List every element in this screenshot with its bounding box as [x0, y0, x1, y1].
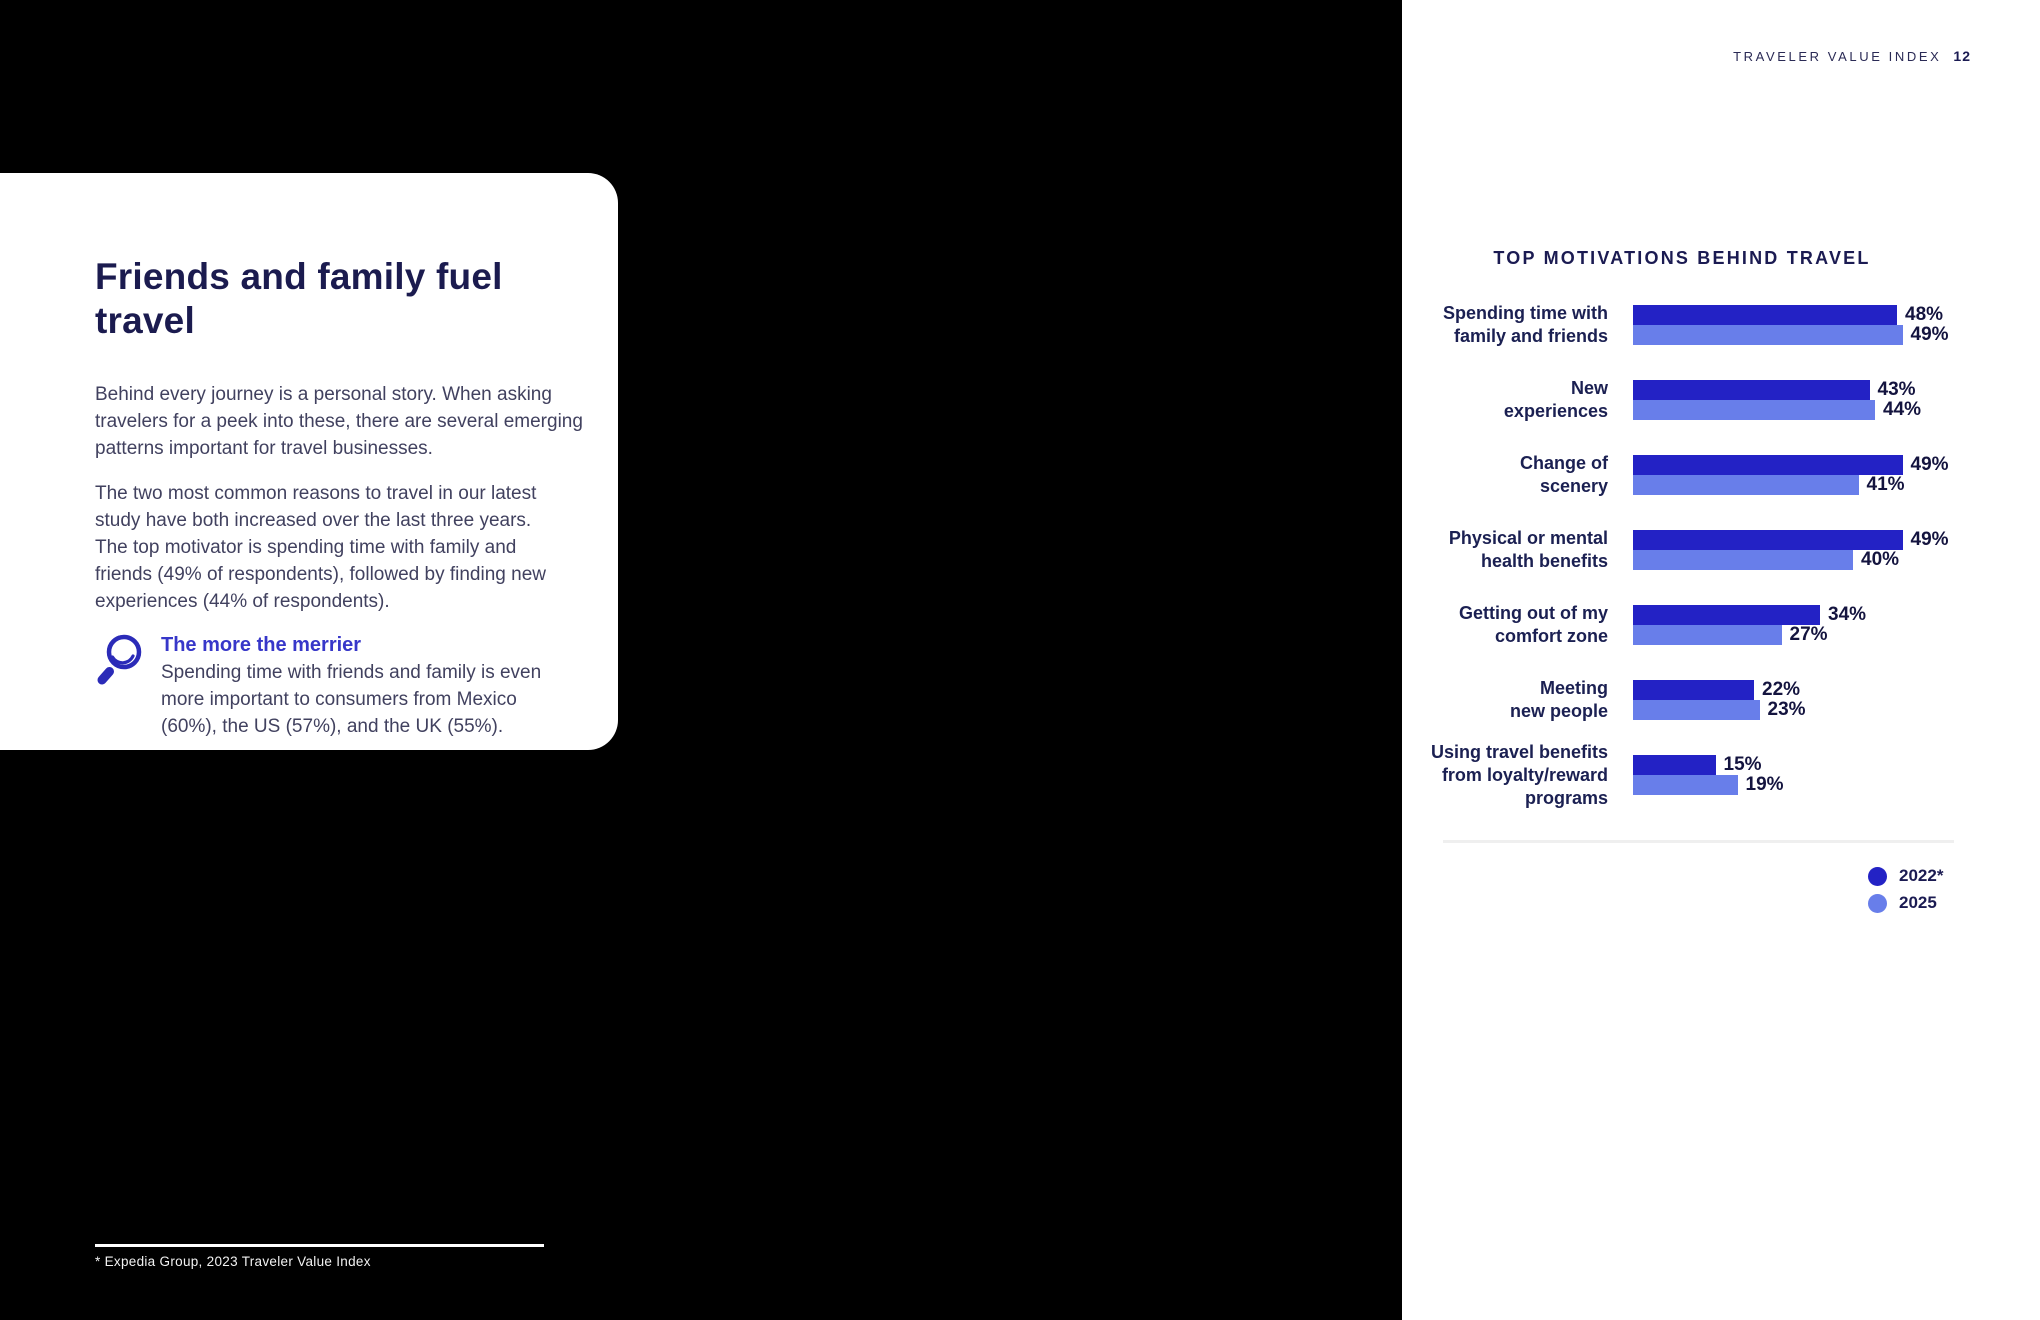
footnote-block: * Expedia Group, 2023 Traveler Value Ind…: [95, 1244, 544, 1269]
category-label: Using travel benefits from loyalty/rewar…: [1430, 741, 1608, 808]
legend-label: 2022*: [1899, 866, 1944, 885]
chart-row: New experiences 43% 44%: [1402, 378, 1962, 421]
bar-2022: [1633, 755, 1716, 775]
category-label: Getting out of my comfort zone: [1459, 603, 1608, 646]
value-label: 49%: [1910, 324, 1949, 345]
bar-2022: [1633, 305, 1897, 325]
category-label: Physical or mental health benefits: [1448, 528, 1608, 571]
bar-2022: [1633, 680, 1754, 700]
bar-2022: [1633, 455, 1903, 475]
bar-line: 49%: [1633, 454, 1949, 475]
header-title: TRAVELER VALUE INDEX: [1733, 49, 1942, 64]
value-label: 49%: [1910, 529, 1949, 550]
bar-line: 27%: [1633, 624, 1866, 645]
value-label: 44%: [1883, 399, 1922, 420]
bar-line: 49%: [1633, 529, 1949, 550]
bar-pair: 49% 41%: [1633, 454, 1949, 495]
value-label: 40%: [1861, 549, 1900, 570]
bar-line: 49%: [1633, 324, 1949, 345]
legend-item: 2025: [1868, 893, 1943, 913]
category-label: New experiences: [1503, 378, 1608, 421]
bar-line: 34%: [1633, 604, 1867, 625]
chart-row: Using travel benefits from loyalty/rewar…: [1402, 742, 1962, 808]
bar-line: 40%: [1633, 549, 1949, 570]
intro-card: Friends and family fuel travel Behind ev…: [0, 173, 618, 750]
bar-pair: 49% 40%: [1633, 529, 1949, 570]
legend-dot-icon: [1868, 866, 1887, 886]
right-panel: TRAVELER VALUE INDEX 12 TOP MOTIVATIONS …: [1402, 0, 2040, 1320]
legend-label: 2025: [1899, 893, 1937, 912]
bar-line: 44%: [1633, 399, 1922, 420]
bar-2022: [1633, 530, 1903, 550]
card-title: Friends and family fuel travel: [95, 256, 503, 341]
bar-2025: [1633, 625, 1782, 645]
bar-2025: [1633, 700, 1760, 720]
value-label: 27%: [1789, 624, 1828, 645]
bar-line: 48%: [1633, 304, 1949, 325]
bar-line: 41%: [1633, 474, 1949, 495]
bar-line: 15%: [1633, 754, 1784, 775]
bar-line: 19%: [1633, 774, 1784, 795]
callout-body: The more the merrier Spending time with …: [161, 632, 541, 740]
bar-pair: 22% 23%: [1633, 679, 1806, 720]
bar-2022: [1633, 380, 1870, 400]
category-label: Meeting new people: [1509, 678, 1608, 721]
value-label: 41%: [1866, 474, 1905, 495]
callout: The more the merrier Spending time with …: [95, 632, 598, 740]
bar-line: 43%: [1633, 379, 1921, 400]
bar-2025: [1633, 775, 1738, 795]
value-label: 23%: [1767, 699, 1806, 720]
legend-item: 2022*: [1868, 866, 1943, 886]
chart-divider: [1443, 840, 1954, 843]
callout-text: Spending time with friends and family is…: [161, 662, 542, 737]
value-label: 49%: [1910, 454, 1949, 475]
motivations-chart: TOP MOTIVATIONS BEHIND TRAVEL Spending t…: [1402, 0, 1962, 1000]
chart-row: Change of scenery 49% 41%: [1402, 453, 1962, 496]
chart-row: Meeting new people 22% 23%: [1402, 678, 1962, 721]
category-label: Change of scenery: [1520, 453, 1608, 496]
card-paragraph-1: Behind every journey is a personal story…: [95, 384, 583, 459]
chart-legend: 2022* 2025: [1868, 866, 1943, 920]
chart-row: Spending time with family and friends 48%…: [1402, 303, 1962, 346]
bar-pair: 34% 27%: [1633, 604, 1867, 645]
value-label: 34%: [1828, 604, 1867, 625]
bar-pair: 48% 49%: [1633, 304, 1949, 345]
bar-line: 22%: [1633, 679, 1806, 700]
left-panel: Friends and family fuel travel Behind ev…: [0, 0, 1402, 1320]
bar-2025: [1633, 400, 1875, 420]
bar-line: 23%: [1633, 699, 1806, 720]
bar-pair: 15% 19%: [1633, 754, 1784, 795]
bar-2025: [1633, 550, 1853, 570]
chart-row: Physical or mental health benefits 49% 40%: [1402, 528, 1962, 571]
bar-2022: [1633, 605, 1820, 625]
category-label: Spending time with family and friends: [1443, 303, 1608, 346]
chart-title: TOP MOTIVATIONS BEHIND TRAVEL: [1493, 248, 1871, 268]
bar-pair: 43% 44%: [1633, 379, 1922, 420]
chart-row: Getting out of my comfort zone 34% 27%: [1402, 603, 1962, 646]
magnifier-icon: [97, 634, 142, 685]
card-paragraph-2: The two most common reasons to travel in…: [95, 483, 546, 612]
bar-2025: [1633, 475, 1859, 495]
value-label: 22%: [1762, 679, 1801, 700]
page-number: 12: [1953, 48, 1971, 64]
page-header: TRAVELER VALUE INDEX 12: [1733, 48, 1971, 64]
footnote-text: * Expedia Group, 2023 Traveler Value Ind…: [95, 1254, 371, 1269]
bar-2025: [1633, 325, 1903, 345]
footnote-rule: [95, 1244, 544, 1247]
value-label: 15%: [1723, 754, 1762, 775]
value-label: 19%: [1745, 774, 1784, 795]
value-label: 48%: [1905, 304, 1944, 325]
callout-heading: The more the merrier: [161, 634, 362, 656]
value-label: 43%: [1877, 379, 1916, 400]
legend-dot-icon: [1868, 893, 1887, 913]
